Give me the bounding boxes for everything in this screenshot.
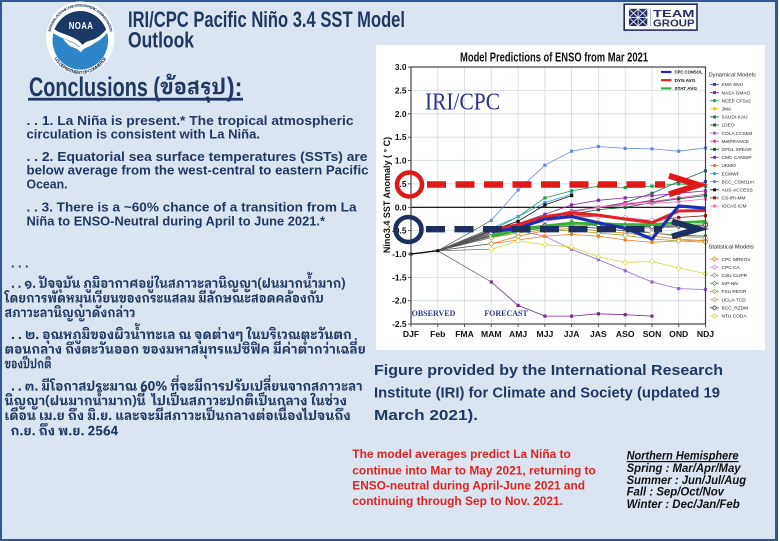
svg-text:JAS: JAS bbox=[590, 329, 607, 339]
svg-text:DYN AVG: DYN AVG bbox=[675, 78, 697, 83]
svg-text:0.5: 0.5 bbox=[395, 179, 407, 189]
svg-text:JJA: JJA bbox=[564, 329, 580, 339]
svg-text:. . 3. There is a ~60% chance: . . 3. There is a ~60% chance of a trans… bbox=[27, 200, 358, 214]
svg-text:Ocean.: Ocean. bbox=[27, 178, 68, 192]
svg-text:LDEO: LDEO bbox=[722, 123, 735, 129]
svg-text:Outlook: Outlook bbox=[128, 28, 194, 53]
svg-text:SON: SON bbox=[643, 329, 662, 339]
svg-text:CS-IRI-MM: CS-IRI-MM bbox=[722, 196, 746, 202]
svg-text:1.0: 1.0 bbox=[395, 156, 407, 166]
svg-text:FORECAST: FORECAST bbox=[484, 309, 528, 318]
svg-text:Spring : Mar/Apr/May: Spring : Mar/Apr/May bbox=[627, 462, 742, 475]
svg-text:Fall : Sep/Oct/Nov: Fall : Sep/Oct/Nov bbox=[627, 486, 725, 499]
svg-text:Figure provided by the Interna: Figure provided by the International Res… bbox=[374, 362, 723, 379]
svg-text:OBSERVED: OBSERVED bbox=[412, 309, 456, 318]
svg-text:STAT AVG: STAT AVG bbox=[675, 86, 698, 91]
svg-text:Feb: Feb bbox=[430, 329, 445, 339]
svg-text:ECMWF: ECMWF bbox=[722, 171, 740, 177]
svg-text:FSU REGR: FSU REGR bbox=[722, 289, 747, 295]
svg-text:Conclusions (: Conclusions ( bbox=[29, 72, 160, 102]
svg-text:ENSO-neutral during April-June: ENSO-neutral during April-June 2021 and bbox=[352, 479, 585, 493]
svg-text:JMA: JMA bbox=[722, 107, 732, 113]
svg-text:-0.5: -0.5 bbox=[392, 226, 407, 236]
svg-text:Model Predictions of ENSO from: Model Predictions of ENSO from Mar 2021 bbox=[460, 51, 648, 65]
svg-text:MAM: MAM bbox=[481, 329, 502, 339]
svg-text:The model averages predict La: The model averages predict La Niña to bbox=[352, 447, 571, 461]
svg-text:3.0: 3.0 bbox=[395, 62, 407, 72]
svg-text:ASO: ASO bbox=[616, 329, 635, 339]
svg-text:GFDL SPEAR: GFDL SPEAR bbox=[722, 147, 753, 153]
svg-text:below average from the west-ce: below average from the west-central to e… bbox=[27, 164, 369, 178]
svg-text:0.0: 0.0 bbox=[395, 202, 407, 212]
svg-text:IRI/CPC Pacific Niño 3.4 SST M: IRI/CPC Pacific Niño 3.4 SST Model bbox=[128, 7, 405, 32]
svg-text:Niña to ENSO-Neutral during Ap: Niña to ENSO-Neutral during April to Jun… bbox=[27, 214, 326, 228]
svg-text:DJF: DJF bbox=[403, 329, 419, 339]
svg-text:FMA: FMA bbox=[455, 329, 474, 339]
svg-text:2.5: 2.5 bbox=[395, 86, 407, 96]
svg-text:NOAA: NOAA bbox=[69, 20, 94, 32]
svg-text:. . .: . . . bbox=[11, 257, 29, 271]
svg-text:Statistical Models: Statistical Models bbox=[709, 245, 754, 251]
svg-text:UKMO: UKMO bbox=[722, 163, 737, 169]
svg-text:-1.0: -1.0 bbox=[392, 249, 407, 259]
svg-text:Institute (IRI) for Climate an: Institute (IRI) for Climate and Society … bbox=[374, 385, 720, 402]
svg-text:GROUP: GROUP bbox=[653, 19, 695, 30]
svg-text:-2.5: -2.5 bbox=[392, 319, 407, 329]
svg-text:continue into Mar to May 2021,: continue into Mar to May 2021, returning… bbox=[352, 464, 596, 478]
svg-text:TEAM: TEAM bbox=[653, 9, 695, 20]
svg-text:MetFRANCE: MetFRANCE bbox=[722, 139, 750, 145]
svg-text:2.0: 2.0 bbox=[395, 109, 407, 119]
svg-text:-2.0: -2.0 bbox=[392, 296, 407, 306]
svg-text:Winter : Dec/Jan/Feb: Winter : Dec/Jan/Feb bbox=[627, 498, 740, 511]
svg-text:Summer : Jun/Jul/Aug: Summer : Jun/Jul/Aug bbox=[627, 474, 747, 487]
svg-text:NASA GMAO: NASA GMAO bbox=[722, 90, 751, 96]
svg-text:BCC_RZDM: BCC_RZDM bbox=[722, 306, 749, 312]
svg-text:Nino3.4 SST Anomaly ( ° C): Nino3.4 SST Anomaly ( ° C) bbox=[382, 137, 392, 253]
svg-text:-1.5: -1.5 bbox=[392, 272, 407, 282]
svg-text:):: ): bbox=[227, 72, 243, 102]
svg-text:CMC CANSIP: CMC CANSIP bbox=[722, 155, 752, 161]
svg-text:CPC CONSOL: CPC CONSOL bbox=[675, 70, 703, 75]
svg-text:BCC_CSM11m: BCC_CSM11m bbox=[722, 179, 754, 185]
svg-text:OND: OND bbox=[669, 329, 688, 339]
svg-text:SAUDI-KAU: SAUDI-KAU bbox=[722, 115, 749, 121]
svg-text:MJJ: MJJ bbox=[537, 329, 554, 339]
svg-text:continuing through Sep to Nov.: continuing through Sep to Nov. 2021. bbox=[352, 494, 563, 508]
svg-text:CPC MRKOV: CPC MRKOV bbox=[722, 257, 752, 263]
svg-text:COLA CCSM4: COLA CCSM4 bbox=[722, 131, 753, 137]
svg-text:AUS-ACCESS: AUS-ACCESS bbox=[722, 188, 753, 194]
svg-text:KMA SNU: KMA SNU bbox=[722, 82, 744, 88]
svg-text:Northern Hemisphere: Northern Hemisphere bbox=[627, 449, 740, 462]
svg-text:1.5: 1.5 bbox=[395, 132, 407, 142]
svg-text:. . 2. Equatorial sea surface: . . 2. Equatorial sea surface temperatur… bbox=[27, 150, 368, 164]
svg-text:AMJ: AMJ bbox=[509, 329, 527, 339]
svg-text:March 2021).: March 2021). bbox=[374, 407, 478, 424]
svg-text:CSU CLIPR: CSU CLIPR bbox=[722, 273, 748, 279]
svg-text:circulation is consistent with: circulation is consistent with La Niña. bbox=[27, 128, 261, 142]
svg-text:. . 1. La Niña is present.* Th: . . 1. La Niña is present.* The tropical… bbox=[27, 114, 354, 128]
svg-text:IAP-NN: IAP-NN bbox=[722, 281, 739, 287]
svg-text:IOCAS ICM: IOCAS ICM bbox=[722, 204, 747, 210]
svg-text:NDJ: NDJ bbox=[697, 329, 714, 339]
svg-text:CPC CA: CPC CA bbox=[722, 265, 741, 271]
svg-text:IRI/CPC: IRI/CPC bbox=[425, 90, 500, 116]
svg-text:UCLA-TCD: UCLA-TCD bbox=[722, 297, 747, 303]
svg-text:NCEP CFSv2: NCEP CFSv2 bbox=[722, 98, 752, 104]
svg-text:NTU CODA: NTU CODA bbox=[722, 314, 748, 320]
svg-text:Dynamical Models: Dynamical Models bbox=[709, 73, 756, 79]
